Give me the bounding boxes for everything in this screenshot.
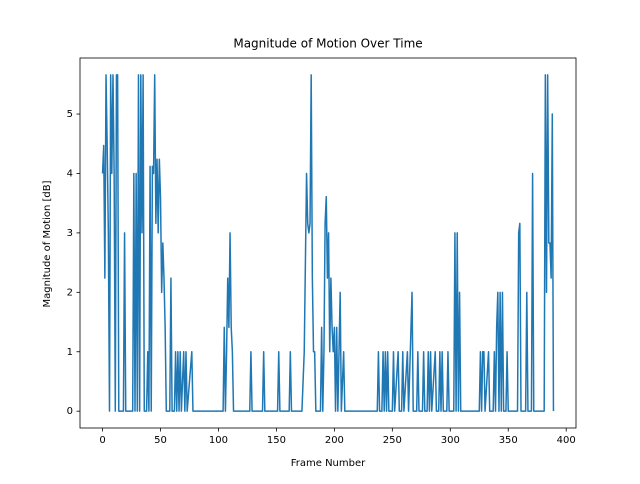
x-tick-label: 300 (441, 435, 460, 446)
x-tick-label: 0 (99, 435, 105, 446)
y-tick-label: 2 (67, 287, 73, 298)
x-tick-label: 50 (154, 435, 167, 446)
x-tick-label: 400 (557, 435, 576, 446)
x-tick-label: 150 (267, 435, 286, 446)
y-tick-label: 0 (67, 406, 73, 417)
chart-title: Magnitude of Motion Over Time (233, 37, 422, 51)
x-axis-label: Frame Number (291, 458, 366, 469)
y-tick-label: 3 (67, 228, 73, 239)
y-tick-label: 4 (67, 168, 73, 179)
x-tick-label: 200 (325, 435, 344, 446)
axes-frame (79, 57, 577, 429)
y-axis-label: Magnitude of Motion [dB] (42, 180, 53, 307)
y-tick-label: 5 (67, 109, 73, 120)
data-line (101, 74, 555, 412)
x-tick-label: 100 (209, 435, 228, 446)
x-tick-label: 250 (383, 435, 402, 446)
y-tick-label: 1 (67, 347, 73, 358)
x-tick-label: 350 (499, 435, 518, 446)
